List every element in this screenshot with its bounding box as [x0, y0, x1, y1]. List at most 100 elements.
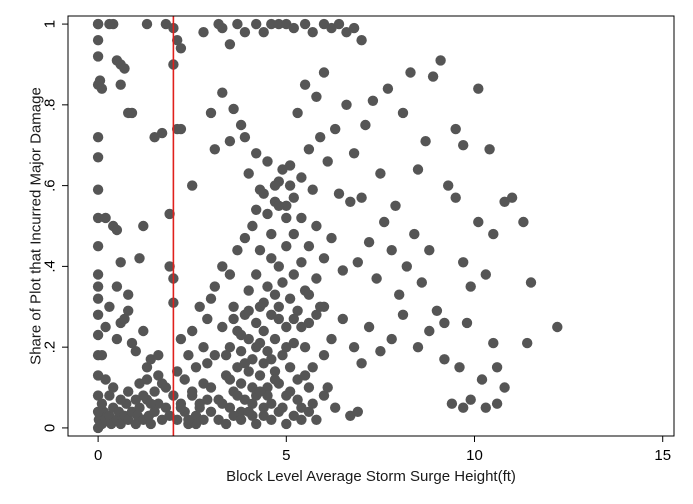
data-point — [379, 216, 390, 228]
data-point — [254, 386, 266, 397]
data-point — [326, 333, 337, 345]
data-point — [134, 402, 145, 413]
data-point — [273, 200, 284, 211]
y-tick-label: 0 — [42, 424, 59, 432]
data-point — [258, 325, 269, 337]
data-point — [277, 350, 288, 361]
data-point — [281, 342, 292, 353]
data-point — [190, 362, 202, 373]
data-point — [100, 212, 111, 224]
data-point — [153, 370, 164, 381]
data-point — [307, 184, 318, 195]
data-point — [386, 333, 397, 345]
data-point — [322, 156, 333, 167]
data-point — [175, 43, 187, 54]
data-point — [330, 123, 341, 135]
data-point — [220, 418, 232, 430]
data-point — [292, 305, 303, 316]
data-point — [318, 350, 330, 361]
data-point — [254, 245, 266, 256]
data-point — [345, 196, 356, 207]
data-point — [439, 317, 450, 329]
y-tick-label: .4 — [42, 260, 59, 273]
x-tick-label: 10 — [466, 447, 483, 464]
data-point — [217, 321, 228, 333]
data-point — [458, 402, 469, 413]
data-point — [431, 305, 443, 316]
data-point — [247, 382, 258, 393]
data-point — [465, 394, 476, 405]
data-point — [424, 245, 435, 256]
data-point — [397, 309, 409, 320]
data-point — [239, 358, 251, 369]
data-point — [232, 245, 243, 256]
data-point — [326, 232, 337, 244]
data-point — [130, 394, 141, 405]
data-point — [288, 269, 299, 280]
data-point — [363, 321, 375, 333]
x-tick-label: 0 — [94, 447, 102, 464]
data-point — [281, 200, 292, 211]
data-point — [187, 180, 198, 191]
data-point — [322, 382, 333, 393]
data-point — [239, 232, 251, 244]
data-point — [262, 208, 273, 220]
data-point — [333, 18, 345, 30]
data-point — [341, 99, 352, 111]
data-point — [145, 418, 156, 430]
data-point — [126, 107, 138, 119]
data-point — [266, 398, 277, 409]
data-point — [141, 362, 153, 373]
data-point — [92, 293, 104, 304]
data-point — [119, 63, 130, 74]
data-point — [205, 293, 217, 304]
data-point — [96, 398, 108, 409]
data-point — [266, 414, 277, 425]
data-point — [307, 362, 318, 373]
data-point — [281, 418, 292, 430]
data-point — [311, 414, 322, 425]
x-axis-title: Block Level Average Storm Surge Height(f… — [226, 468, 516, 485]
data-point — [187, 386, 198, 397]
data-point — [273, 313, 284, 325]
data-point — [499, 382, 510, 393]
data-point — [92, 152, 104, 163]
data-point — [315, 132, 326, 143]
data-point — [318, 253, 330, 264]
data-point — [251, 317, 262, 329]
data-point — [337, 265, 348, 276]
data-point — [243, 406, 254, 417]
data-point — [190, 418, 202, 430]
data-point — [251, 269, 262, 280]
data-point — [303, 241, 315, 252]
data-point — [367, 95, 379, 107]
data-point — [281, 241, 292, 252]
data-point — [123, 386, 134, 397]
data-point — [258, 188, 269, 199]
data-point — [251, 418, 262, 430]
data-point — [92, 241, 104, 252]
data-point — [266, 253, 277, 264]
data-point — [92, 212, 104, 224]
data-point — [194, 398, 205, 409]
data-point — [277, 402, 288, 413]
data-point — [251, 204, 262, 215]
data-point — [311, 220, 322, 232]
data-point — [273, 18, 284, 30]
data-point — [458, 257, 469, 268]
data-point — [397, 107, 409, 119]
y-tick-label: 1 — [42, 20, 59, 28]
data-point — [258, 297, 269, 308]
data-point — [394, 289, 405, 300]
data-point — [115, 79, 126, 90]
data-point — [175, 333, 187, 345]
data-point — [446, 398, 458, 409]
x-tick-label: 15 — [654, 447, 671, 464]
data-point — [420, 136, 431, 147]
data-point — [311, 273, 322, 284]
data-point — [273, 261, 284, 272]
data-point — [356, 35, 367, 46]
data-point — [281, 321, 292, 333]
data-point — [412, 164, 424, 175]
